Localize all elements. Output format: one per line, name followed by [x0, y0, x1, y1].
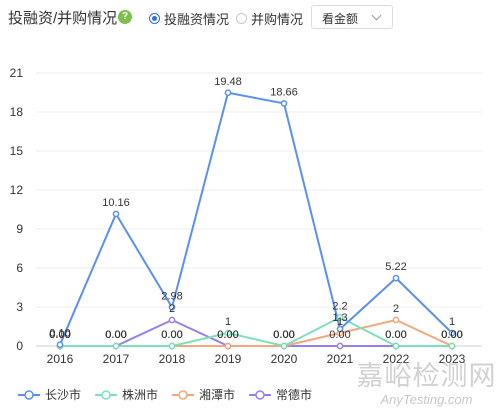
x-tick-label: 2022 [383, 352, 410, 366]
data-point [336, 342, 344, 350]
data-label: 0.00 [385, 329, 406, 341]
data-label: 0.00 [161, 329, 182, 341]
legend-item[interactable]: 长沙市 [18, 386, 81, 403]
data-label: 0.00 [217, 329, 238, 341]
data-label: 0.00 [273, 329, 294, 341]
radio-unchecked-icon [236, 13, 247, 24]
legend-item[interactable]: 湘潭市 [172, 386, 235, 403]
legend-label: 株洲市 [122, 388, 159, 402]
data-label: 2 [393, 303, 399, 315]
data-label: 0.00 [441, 329, 462, 341]
data-label: 0.00 [441, 329, 462, 341]
data-label: 1 [449, 316, 455, 328]
y-tick-label: 9 [16, 222, 23, 236]
data-label: 0.00 [105, 329, 126, 341]
y-tick-label: 15 [10, 144, 24, 158]
legend-line-icon [249, 389, 272, 400]
data-point [112, 210, 120, 218]
y-tick-label: 3 [16, 300, 23, 314]
data-label: 1 [225, 316, 231, 328]
data-label: 2.98 [161, 290, 182, 302]
data-point [168, 342, 176, 350]
data-label: 2 [169, 303, 175, 315]
data-label: 2.2 [332, 300, 347, 312]
data-point [392, 316, 400, 324]
data-label: 5.22 [385, 261, 406, 273]
series-line [59, 91, 453, 346]
x-tick-label: 2023 [439, 352, 466, 366]
data-point [280, 100, 288, 107]
data-point [224, 342, 232, 350]
chart-header: 投融资/并购情况 ? 投融资情况 并购情况 看金额 [0, 0, 500, 34]
legend-label: 湘潭市 [199, 388, 236, 402]
data-point [336, 314, 344, 321]
data-label: 0.00 [161, 329, 182, 341]
page-title: 投融资/并购情况 [8, 10, 118, 27]
watermark-url: AnyTesting.com [380, 392, 473, 407]
data-label: 0.00 [441, 329, 462, 341]
metric-select-value: 看金额 [322, 12, 359, 26]
data-point [224, 329, 232, 337]
metric-select[interactable]: 看金额 [311, 5, 393, 29]
data-label: 0.00 [273, 329, 294, 341]
data-point [448, 329, 456, 337]
help-icon[interactable]: ? [118, 10, 132, 24]
radio-merger-label: 并购情况 [251, 12, 304, 27]
data-label: 0.00 [273, 329, 294, 341]
legend-line-icon [95, 389, 118, 400]
data-point [392, 342, 400, 350]
data-label: 1.3 [332, 312, 347, 324]
data-label: 0.00 [49, 329, 70, 341]
data-label: 10.16 [102, 197, 130, 209]
legend-label: 长沙市 [45, 388, 82, 402]
data-label: 19.48 [214, 76, 242, 88]
y-tick-label: 21 [10, 66, 24, 80]
radio-merger[interactable]: 并购情况 [236, 9, 303, 28]
x-tick-label: 2017 [103, 352, 130, 366]
y-tick-label: 0 [16, 339, 23, 353]
data-label: 0.10 [49, 328, 70, 340]
data-label: 0.00 [49, 329, 70, 341]
x-tick-label: 2018 [159, 352, 186, 366]
y-tick-label: 18 [10, 105, 24, 119]
legend-item[interactable]: 常德市 [249, 386, 312, 403]
data-label: 0.00 [329, 329, 350, 341]
data-point [224, 89, 232, 97]
legend-line-icon [172, 389, 195, 400]
legend-label: 常德市 [276, 388, 313, 402]
series-line [60, 316, 452, 347]
radio-invest-label: 投融资情况 [164, 12, 230, 27]
x-tick-label: 2021 [327, 352, 354, 366]
data-point [56, 341, 64, 349]
data-label: 1 [337, 316, 343, 328]
data-point [336, 325, 344, 333]
legend-line-icon [18, 389, 40, 400]
data-point [280, 342, 288, 350]
x-tick-label: 2016 [47, 352, 74, 366]
data-point [448, 342, 456, 350]
data-label: 0.00 [105, 329, 126, 341]
data-label: 18.66 [270, 86, 298, 98]
radio-invest[interactable]: 投融资情况 [149, 9, 229, 28]
y-tick-label: 6 [16, 261, 23, 275]
legend-item[interactable]: 株洲市 [95, 386, 158, 403]
data-label: 0.00 [105, 329, 126, 341]
data-point [392, 274, 400, 282]
data-point [112, 342, 120, 350]
data-point [168, 303, 176, 311]
data-label: 0.00 [217, 329, 238, 341]
radio-checked-icon [149, 13, 160, 24]
chart-legend: 长沙市 株洲市 湘潭市 常德市 [18, 386, 326, 403]
x-tick-label: 2020 [271, 352, 298, 366]
data-point [168, 316, 176, 324]
y-tick-label: 12 [10, 183, 24, 197]
data-label: 0.00 [49, 329, 70, 341]
data-label: 0.00 [385, 329, 406, 341]
x-tick-label: 2019 [215, 352, 242, 366]
